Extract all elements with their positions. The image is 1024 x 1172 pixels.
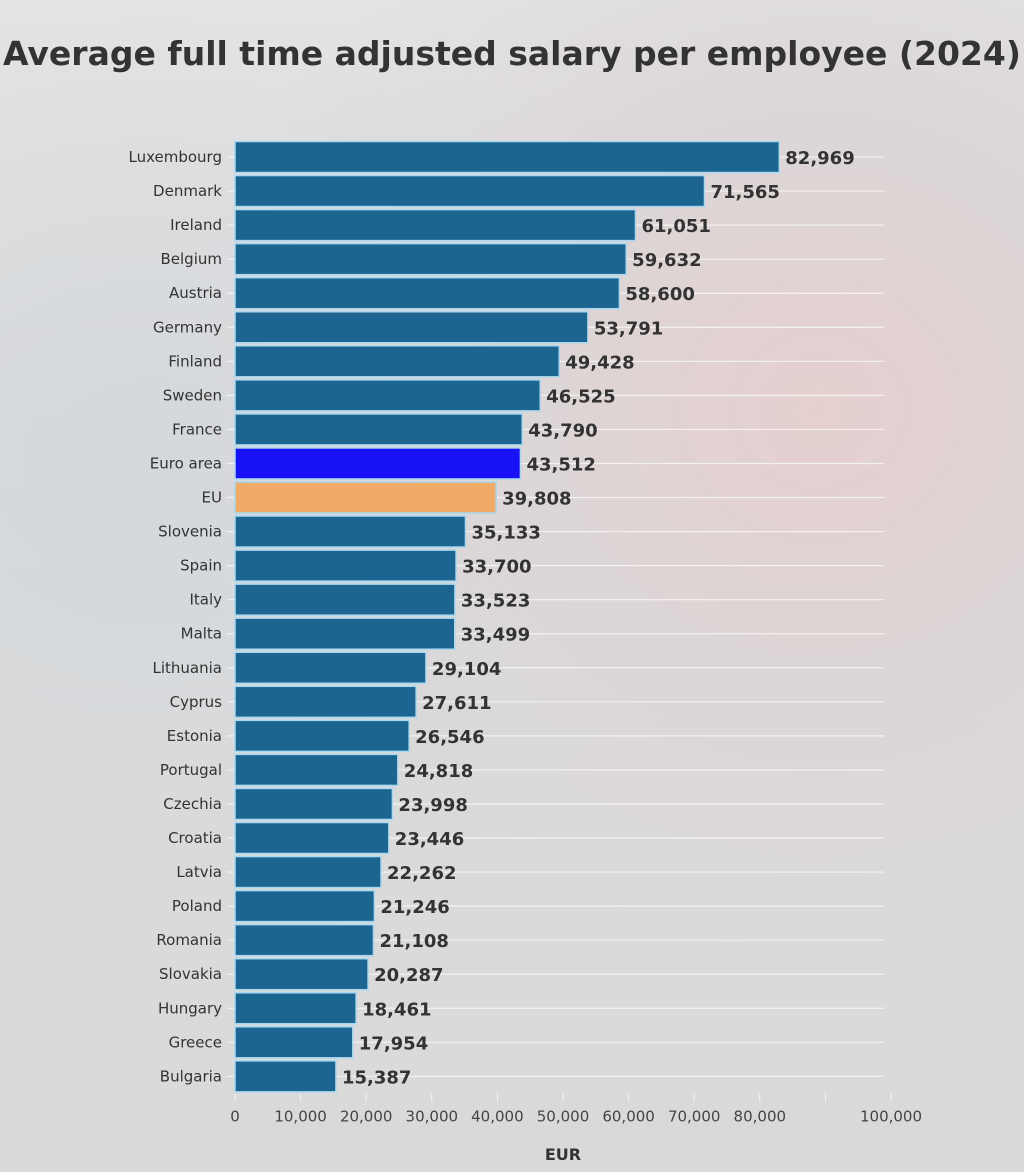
bar-germany bbox=[234, 311, 589, 344]
chart-title: Average full time adjusted salary per em… bbox=[3, 34, 1021, 73]
value-label: 43,512 bbox=[526, 454, 595, 475]
bar-slovenia bbox=[234, 515, 467, 548]
category-label: Luxembourg bbox=[129, 148, 223, 166]
category-label: Hungary bbox=[158, 999, 222, 1017]
bar-euro-area bbox=[234, 447, 522, 480]
bar-france bbox=[234, 413, 524, 446]
value-label: 33,700 bbox=[462, 557, 531, 578]
value-label: 26,546 bbox=[415, 727, 484, 748]
value-label: 21,108 bbox=[379, 931, 448, 952]
x-tick-label: 70,000 bbox=[668, 1107, 721, 1125]
bar-sweden bbox=[234, 379, 541, 412]
category-label: Portugal bbox=[160, 761, 222, 779]
category-label: Belgium bbox=[161, 250, 223, 268]
bar-cyprus bbox=[234, 685, 417, 719]
bar-eu bbox=[234, 481, 497, 514]
value-label: 39,808 bbox=[502, 489, 571, 510]
x-tick-label: 100,000 bbox=[860, 1107, 922, 1125]
bar-finland bbox=[234, 345, 560, 378]
bar-estonia bbox=[234, 719, 410, 753]
category-label: Spain bbox=[180, 557, 222, 575]
value-label: 53,791 bbox=[594, 318, 663, 339]
bar-romania bbox=[234, 923, 375, 957]
value-label: 46,525 bbox=[546, 386, 615, 407]
value-label: 35,133 bbox=[471, 523, 540, 544]
value-label: 22,262 bbox=[387, 863, 456, 884]
bar-hungary bbox=[234, 992, 357, 1025]
value-label: 71,565 bbox=[710, 182, 779, 203]
value-label: 82,969 bbox=[785, 148, 854, 169]
category-label: Denmark bbox=[153, 182, 222, 200]
category-label: Croatia bbox=[168, 829, 222, 847]
x-tick-label: 50,000 bbox=[537, 1107, 590, 1125]
bar-luxembourg bbox=[234, 140, 781, 174]
bar-greece bbox=[234, 1026, 354, 1059]
value-label: 24,818 bbox=[404, 761, 473, 782]
value-label: 43,790 bbox=[528, 420, 597, 441]
value-label: 49,428 bbox=[565, 352, 634, 373]
category-label: Malta bbox=[181, 625, 222, 643]
bar-denmark bbox=[234, 174, 706, 208]
bar-malta bbox=[234, 617, 456, 650]
bar-austria bbox=[234, 276, 621, 310]
category-label: EU bbox=[202, 489, 222, 507]
category-label: Sweden bbox=[163, 386, 222, 404]
category-label: Estonia bbox=[167, 727, 222, 745]
value-label: 58,600 bbox=[625, 284, 694, 305]
bar-italy bbox=[234, 583, 456, 616]
category-label: Czechia bbox=[163, 795, 222, 813]
bar-slovakia bbox=[234, 957, 369, 991]
value-label: 18,461 bbox=[362, 999, 431, 1020]
bar-poland bbox=[234, 889, 376, 923]
category-label: Ireland bbox=[170, 216, 222, 234]
x-tick-label: 10,000 bbox=[274, 1107, 327, 1125]
bar-czechia bbox=[234, 787, 394, 821]
x-tick-label: 60,000 bbox=[602, 1107, 655, 1125]
bar-bulgaria bbox=[234, 1060, 337, 1093]
x-tick-label: 30,000 bbox=[406, 1107, 459, 1125]
value-label: 17,954 bbox=[359, 1033, 428, 1054]
x-tick-label: 40,000 bbox=[471, 1107, 524, 1125]
category-label: Slovenia bbox=[158, 523, 222, 541]
category-label: Germany bbox=[153, 318, 222, 336]
category-label: Lithuania bbox=[153, 659, 222, 677]
category-label: Romania bbox=[156, 931, 222, 949]
category-label: Cyprus bbox=[170, 693, 223, 711]
bar-lithuania bbox=[234, 651, 427, 684]
value-label: 23,998 bbox=[398, 795, 467, 816]
bar-portugal bbox=[234, 753, 399, 787]
bar-latvia bbox=[234, 855, 382, 889]
category-label: Bulgaria bbox=[160, 1067, 222, 1085]
category-label: Poland bbox=[172, 897, 222, 915]
value-label: 61,051 bbox=[641, 216, 710, 237]
value-label: 33,523 bbox=[461, 591, 530, 612]
value-label: 23,446 bbox=[395, 829, 464, 850]
value-label: 15,387 bbox=[342, 1067, 411, 1088]
category-label: Latvia bbox=[176, 863, 222, 881]
category-label: Greece bbox=[169, 1033, 222, 1051]
value-label: 33,499 bbox=[461, 625, 530, 646]
bar-belgium bbox=[234, 242, 627, 276]
category-label: Finland bbox=[168, 352, 222, 370]
value-label: 20,287 bbox=[374, 965, 443, 986]
x-tick-label: 20,000 bbox=[340, 1107, 393, 1125]
x-axis-title: EUR bbox=[545, 1145, 581, 1164]
x-tick-label: 80,000 bbox=[734, 1107, 787, 1125]
bar-spain bbox=[234, 549, 457, 582]
category-label: Austria bbox=[169, 284, 222, 302]
bar-croatia bbox=[234, 821, 390, 855]
category-label: France bbox=[172, 420, 222, 438]
x-tick-label: 0 bbox=[230, 1107, 240, 1125]
category-label: Euro area bbox=[150, 454, 222, 472]
value-label: 29,104 bbox=[432, 659, 501, 680]
category-label: Italy bbox=[189, 591, 222, 609]
bar-ireland bbox=[234, 208, 637, 242]
value-label: 59,632 bbox=[632, 250, 701, 271]
value-label: 27,611 bbox=[422, 693, 491, 714]
value-label: 21,246 bbox=[380, 897, 449, 918]
category-label: Slovakia bbox=[159, 965, 222, 983]
